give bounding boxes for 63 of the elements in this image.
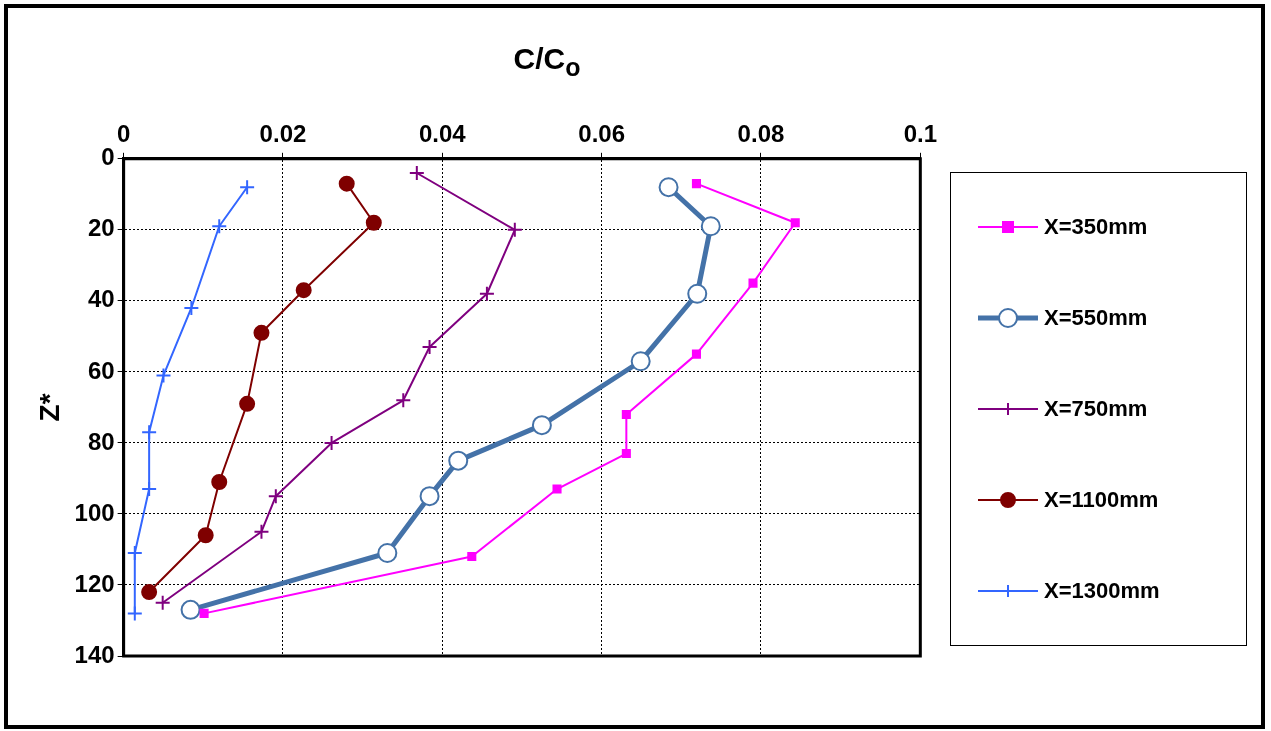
point [141, 481, 158, 498]
point [531, 415, 552, 436]
y-tick-label: 60 [87, 356, 115, 384]
point [295, 282, 312, 299]
point [338, 175, 355, 192]
y-axis-title: Z* [33, 393, 65, 422]
point [211, 218, 228, 235]
legend-label: X=350mm [1044, 213, 1148, 240]
point [395, 392, 412, 409]
point [239, 179, 256, 196]
point [253, 324, 270, 341]
legend-label: X=550mm [1044, 304, 1148, 331]
y-tick-label: 120 [74, 569, 115, 597]
point [239, 395, 256, 412]
point [687, 283, 708, 304]
point [621, 449, 631, 459]
point [267, 488, 284, 505]
x-tick-label: 0.1 [903, 120, 938, 148]
point [126, 545, 143, 562]
point [467, 552, 477, 562]
point [658, 177, 679, 198]
y-tick-label: 140 [74, 640, 115, 668]
point [180, 599, 201, 620]
point [155, 367, 172, 384]
point [419, 486, 440, 507]
point [211, 473, 228, 490]
x-tick-label: 0.02 [259, 120, 307, 148]
point [448, 450, 469, 471]
point [691, 179, 701, 189]
point [141, 584, 158, 601]
point [506, 221, 523, 238]
point [154, 594, 171, 611]
point [748, 278, 758, 288]
point [408, 165, 425, 182]
x-axis-title: C/C$_{o}$ [512, 42, 582, 82]
point [478, 285, 495, 302]
point [141, 424, 158, 441]
y-tick-label: 100 [74, 498, 115, 526]
x-tick-label: 0.06 [578, 120, 626, 148]
legend-label: X=1300mm [1044, 578, 1160, 605]
point [199, 608, 209, 618]
y-tick-label: 20 [87, 214, 115, 242]
point [197, 527, 214, 544]
point [700, 216, 721, 237]
legend-label: X=750mm [1044, 395, 1148, 422]
point [621, 409, 631, 420]
x-tick-label: 0.04 [418, 120, 467, 148]
point [552, 484, 562, 494]
point [630, 351, 651, 372]
point [126, 605, 143, 622]
point [365, 214, 382, 231]
point [253, 523, 270, 540]
point [183, 299, 200, 316]
point [421, 339, 438, 356]
legend-label: X=1100mm [1044, 487, 1159, 514]
point [377, 543, 398, 564]
point [790, 218, 800, 228]
point [691, 349, 701, 359]
point [323, 434, 340, 451]
y-tick-label: 40 [87, 285, 115, 313]
x-tick-label: 0.08 [737, 120, 785, 148]
y-tick-label: 0 [101, 143, 115, 171]
y-tick-label: 80 [87, 427, 115, 455]
